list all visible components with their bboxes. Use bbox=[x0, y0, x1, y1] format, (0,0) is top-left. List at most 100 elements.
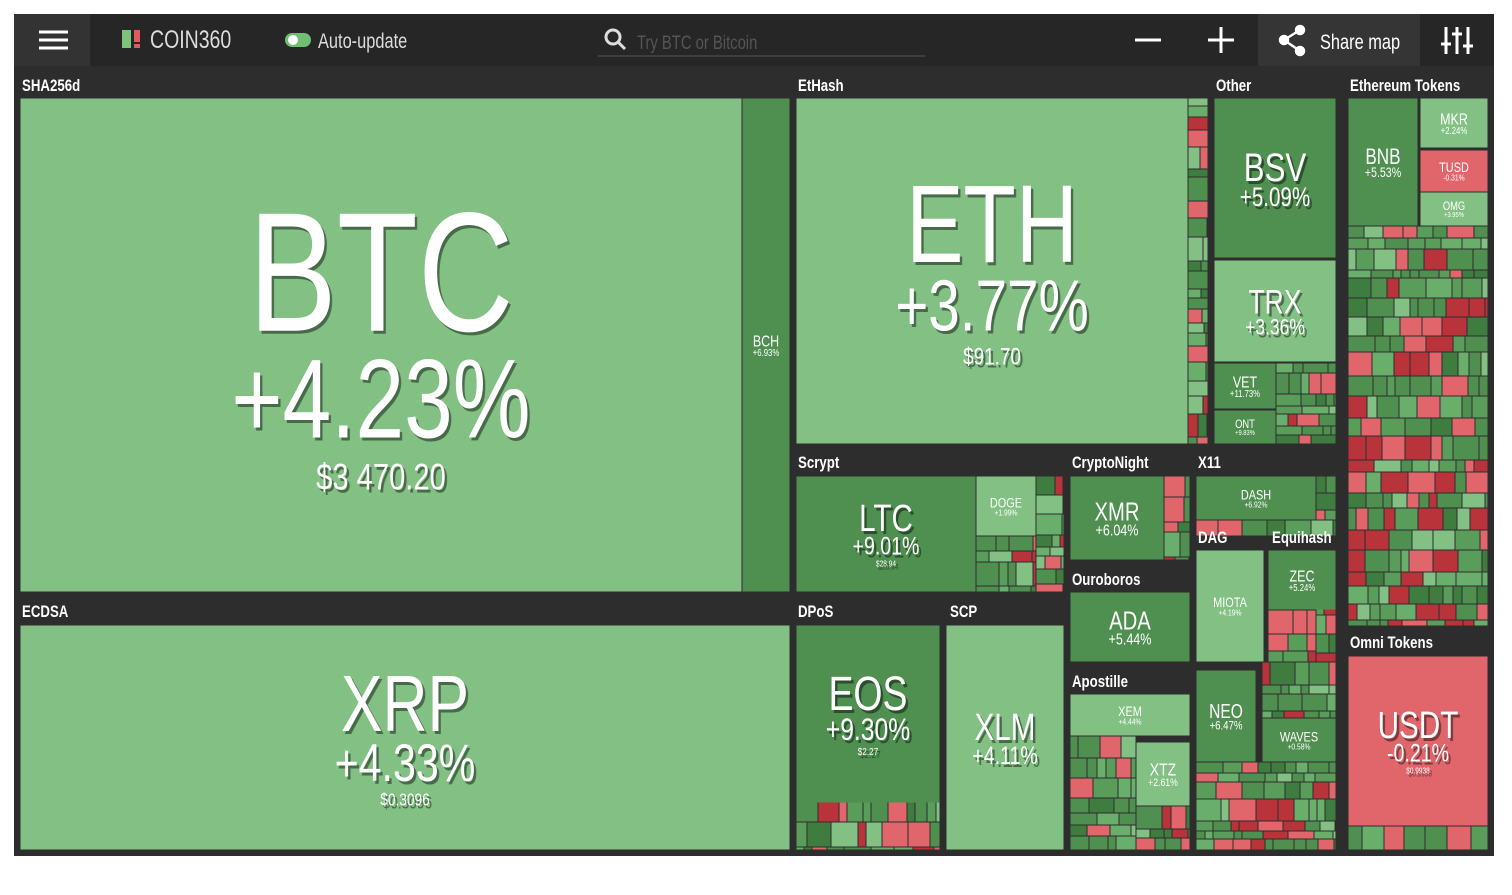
coin-tile[interactable] bbox=[1196, 476, 1316, 520]
small-tile bbox=[1367, 620, 1380, 626]
small-tile bbox=[1436, 572, 1456, 586]
small-tile bbox=[1390, 336, 1404, 352]
coin-tile[interactable] bbox=[1420, 98, 1488, 148]
coin-symbol: DOGE bbox=[990, 495, 1022, 511]
small-tile bbox=[1306, 839, 1318, 850]
small-tile bbox=[796, 822, 807, 847]
small-tile bbox=[1256, 799, 1278, 821]
small-tile bbox=[818, 802, 839, 822]
small-tile bbox=[908, 822, 930, 847]
coin-tile[interactable] bbox=[1420, 150, 1488, 192]
coin-tile[interactable] bbox=[1214, 410, 1276, 444]
small-tile bbox=[1294, 839, 1306, 850]
coin-tile[interactable] bbox=[1348, 656, 1488, 826]
small-tile bbox=[1188, 289, 1201, 298]
small-tile bbox=[1242, 520, 1267, 536]
group-label: CryptoNight bbox=[1072, 454, 1149, 473]
small-tile bbox=[1267, 520, 1285, 536]
small-tile bbox=[1164, 532, 1180, 557]
coin-tile[interactable] bbox=[742, 98, 790, 592]
small-tile bbox=[1389, 586, 1409, 604]
small-tile bbox=[1367, 298, 1394, 317]
small-tile bbox=[1410, 298, 1418, 317]
coin-tile[interactable] bbox=[1196, 550, 1264, 662]
small-tile bbox=[1276, 394, 1301, 406]
small-tile bbox=[1078, 736, 1100, 758]
small-tile bbox=[1408, 472, 1435, 493]
small-tile bbox=[1452, 418, 1475, 436]
coin-change: +2.61% bbox=[1148, 777, 1178, 789]
small-tile bbox=[1264, 782, 1285, 799]
small-tile bbox=[907, 802, 915, 822]
auto-update-label[interactable]: Auto-update bbox=[318, 29, 407, 52]
coin-change: -0.21% bbox=[1387, 739, 1449, 767]
small-tile bbox=[1422, 317, 1442, 336]
small-tile bbox=[1188, 237, 1203, 261]
small-tile bbox=[1262, 662, 1270, 685]
small-tile bbox=[1296, 762, 1308, 773]
coin-tile[interactable] bbox=[1214, 98, 1336, 258]
small-tile bbox=[1409, 550, 1433, 572]
coin-tile[interactable] bbox=[796, 625, 940, 803]
small-tile bbox=[1319, 414, 1336, 426]
coin-tile[interactable] bbox=[796, 98, 1188, 444]
small-tile bbox=[1316, 615, 1326, 634]
small-tile bbox=[1089, 798, 1114, 813]
small-tile bbox=[1446, 298, 1469, 317]
coin-tile[interactable] bbox=[1420, 192, 1488, 226]
coin-tile[interactable] bbox=[20, 98, 742, 592]
small-tile bbox=[976, 586, 999, 592]
coin-tile[interactable] bbox=[946, 625, 1064, 850]
coin-tile[interactable] bbox=[1196, 670, 1256, 762]
small-tile bbox=[1188, 117, 1208, 130]
share-label[interactable]: Share map bbox=[1320, 30, 1400, 53]
search-input[interactable]: Try BTC or Bitcoin bbox=[637, 32, 757, 53]
small-tile bbox=[1425, 826, 1447, 850]
coin-change: +6.04% bbox=[1096, 522, 1139, 540]
coin-tile[interactable] bbox=[1136, 742, 1190, 806]
small-tile bbox=[999, 562, 1008, 586]
small-tile bbox=[1070, 758, 1087, 778]
coin-symbol: XEM bbox=[1118, 704, 1142, 720]
coin-tile[interactable] bbox=[976, 476, 1036, 536]
small-tile bbox=[1395, 376, 1410, 396]
small-tile bbox=[1201, 289, 1208, 298]
small-tile bbox=[1070, 798, 1089, 813]
small-tile bbox=[1348, 226, 1364, 238]
small-tile bbox=[1348, 508, 1356, 530]
small-tile bbox=[1427, 620, 1445, 626]
coin-tile[interactable] bbox=[20, 625, 790, 850]
small-tile bbox=[1365, 530, 1389, 550]
small-tile bbox=[1036, 535, 1052, 547]
small-tile bbox=[1277, 773, 1292, 782]
small-tile bbox=[1201, 261, 1208, 271]
coin-symbol: XMR bbox=[1094, 497, 1139, 526]
coin-tile[interactable] bbox=[796, 476, 976, 592]
small-tile bbox=[1200, 147, 1208, 169]
coin-change: +3.77% bbox=[895, 265, 1089, 346]
small-tile bbox=[1423, 572, 1436, 586]
coin-tile[interactable] bbox=[1070, 476, 1164, 560]
small-tile bbox=[1251, 839, 1265, 850]
small-tile bbox=[1377, 396, 1399, 418]
settings-icon[interactable] bbox=[1441, 27, 1473, 54]
coin-tile[interactable] bbox=[1262, 718, 1336, 762]
coin-tile[interactable] bbox=[1214, 363, 1276, 409]
small-tile bbox=[1108, 836, 1116, 850]
small-tile bbox=[1188, 437, 1197, 444]
small-tile bbox=[1384, 572, 1401, 586]
coin-tile[interactable] bbox=[1214, 260, 1336, 362]
small-tile bbox=[1242, 762, 1258, 773]
small-tile bbox=[1429, 460, 1439, 472]
small-tile bbox=[796, 847, 804, 850]
zoom-in[interactable] bbox=[1208, 27, 1234, 53]
small-tile bbox=[1288, 634, 1307, 651]
small-tile bbox=[1188, 201, 1208, 218]
coin-tile[interactable] bbox=[1268, 550, 1336, 610]
small-tile bbox=[1457, 508, 1470, 530]
coin-tile[interactable] bbox=[1348, 98, 1418, 226]
small-tile bbox=[1309, 799, 1317, 821]
coin-tile[interactable] bbox=[1070, 694, 1190, 736]
coin-tile[interactable] bbox=[1070, 592, 1190, 662]
small-tile bbox=[1323, 426, 1331, 435]
